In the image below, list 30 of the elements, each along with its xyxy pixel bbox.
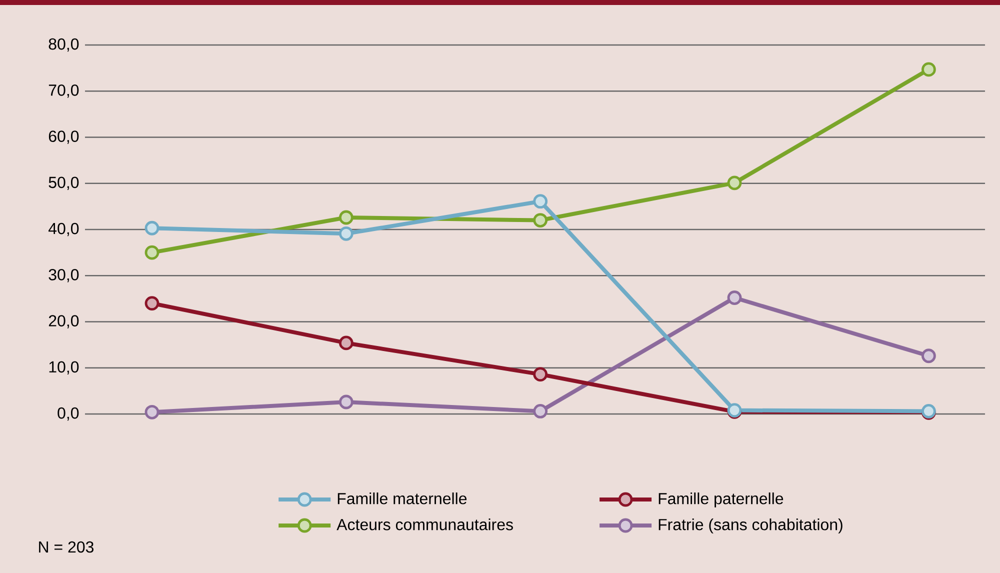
- point: [338, 394, 354, 410]
- point: [533, 213, 548, 228]
- point: [338, 226, 354, 241]
- y-tick-label: 40,0: [48, 222, 79, 236]
- legend-label: Acteurs communautaires: [336, 518, 513, 530]
- point: [533, 194, 548, 209]
- point: [727, 176, 742, 190]
- y-tick-label: 80,0: [48, 38, 79, 52]
- y-tick-label: 30,0: [48, 269, 79, 282]
- point: [727, 290, 742, 305]
- point: [922, 62, 936, 77]
- y-tick-label: 60,0: [48, 130, 79, 144]
- point: [144, 296, 160, 310]
- point: [144, 404, 160, 420]
- point: [922, 348, 936, 364]
- y-tick-label: 0,0: [58, 407, 79, 421]
- text: N = 203: [39, 541, 94, 553]
- y-tick-label: 20,0: [48, 315, 79, 328]
- point: [533, 367, 548, 382]
- legend-label: Fratrie (sans cohabitation): [658, 518, 842, 534]
- y-tick-label: 70,0: [48, 84, 79, 98]
- y-tick-label: 10,0: [49, 361, 79, 374]
- point: [144, 220, 160, 236]
- point: [338, 210, 354, 225]
- point: [338, 336, 354, 350]
- legend-label: Famille paternelle: [658, 492, 784, 508]
- y-tick-label: 50,0: [48, 176, 79, 190]
- point: [533, 404, 548, 418]
- point: [144, 245, 160, 260]
- legend-label: Famille maternelle: [338, 492, 467, 504]
